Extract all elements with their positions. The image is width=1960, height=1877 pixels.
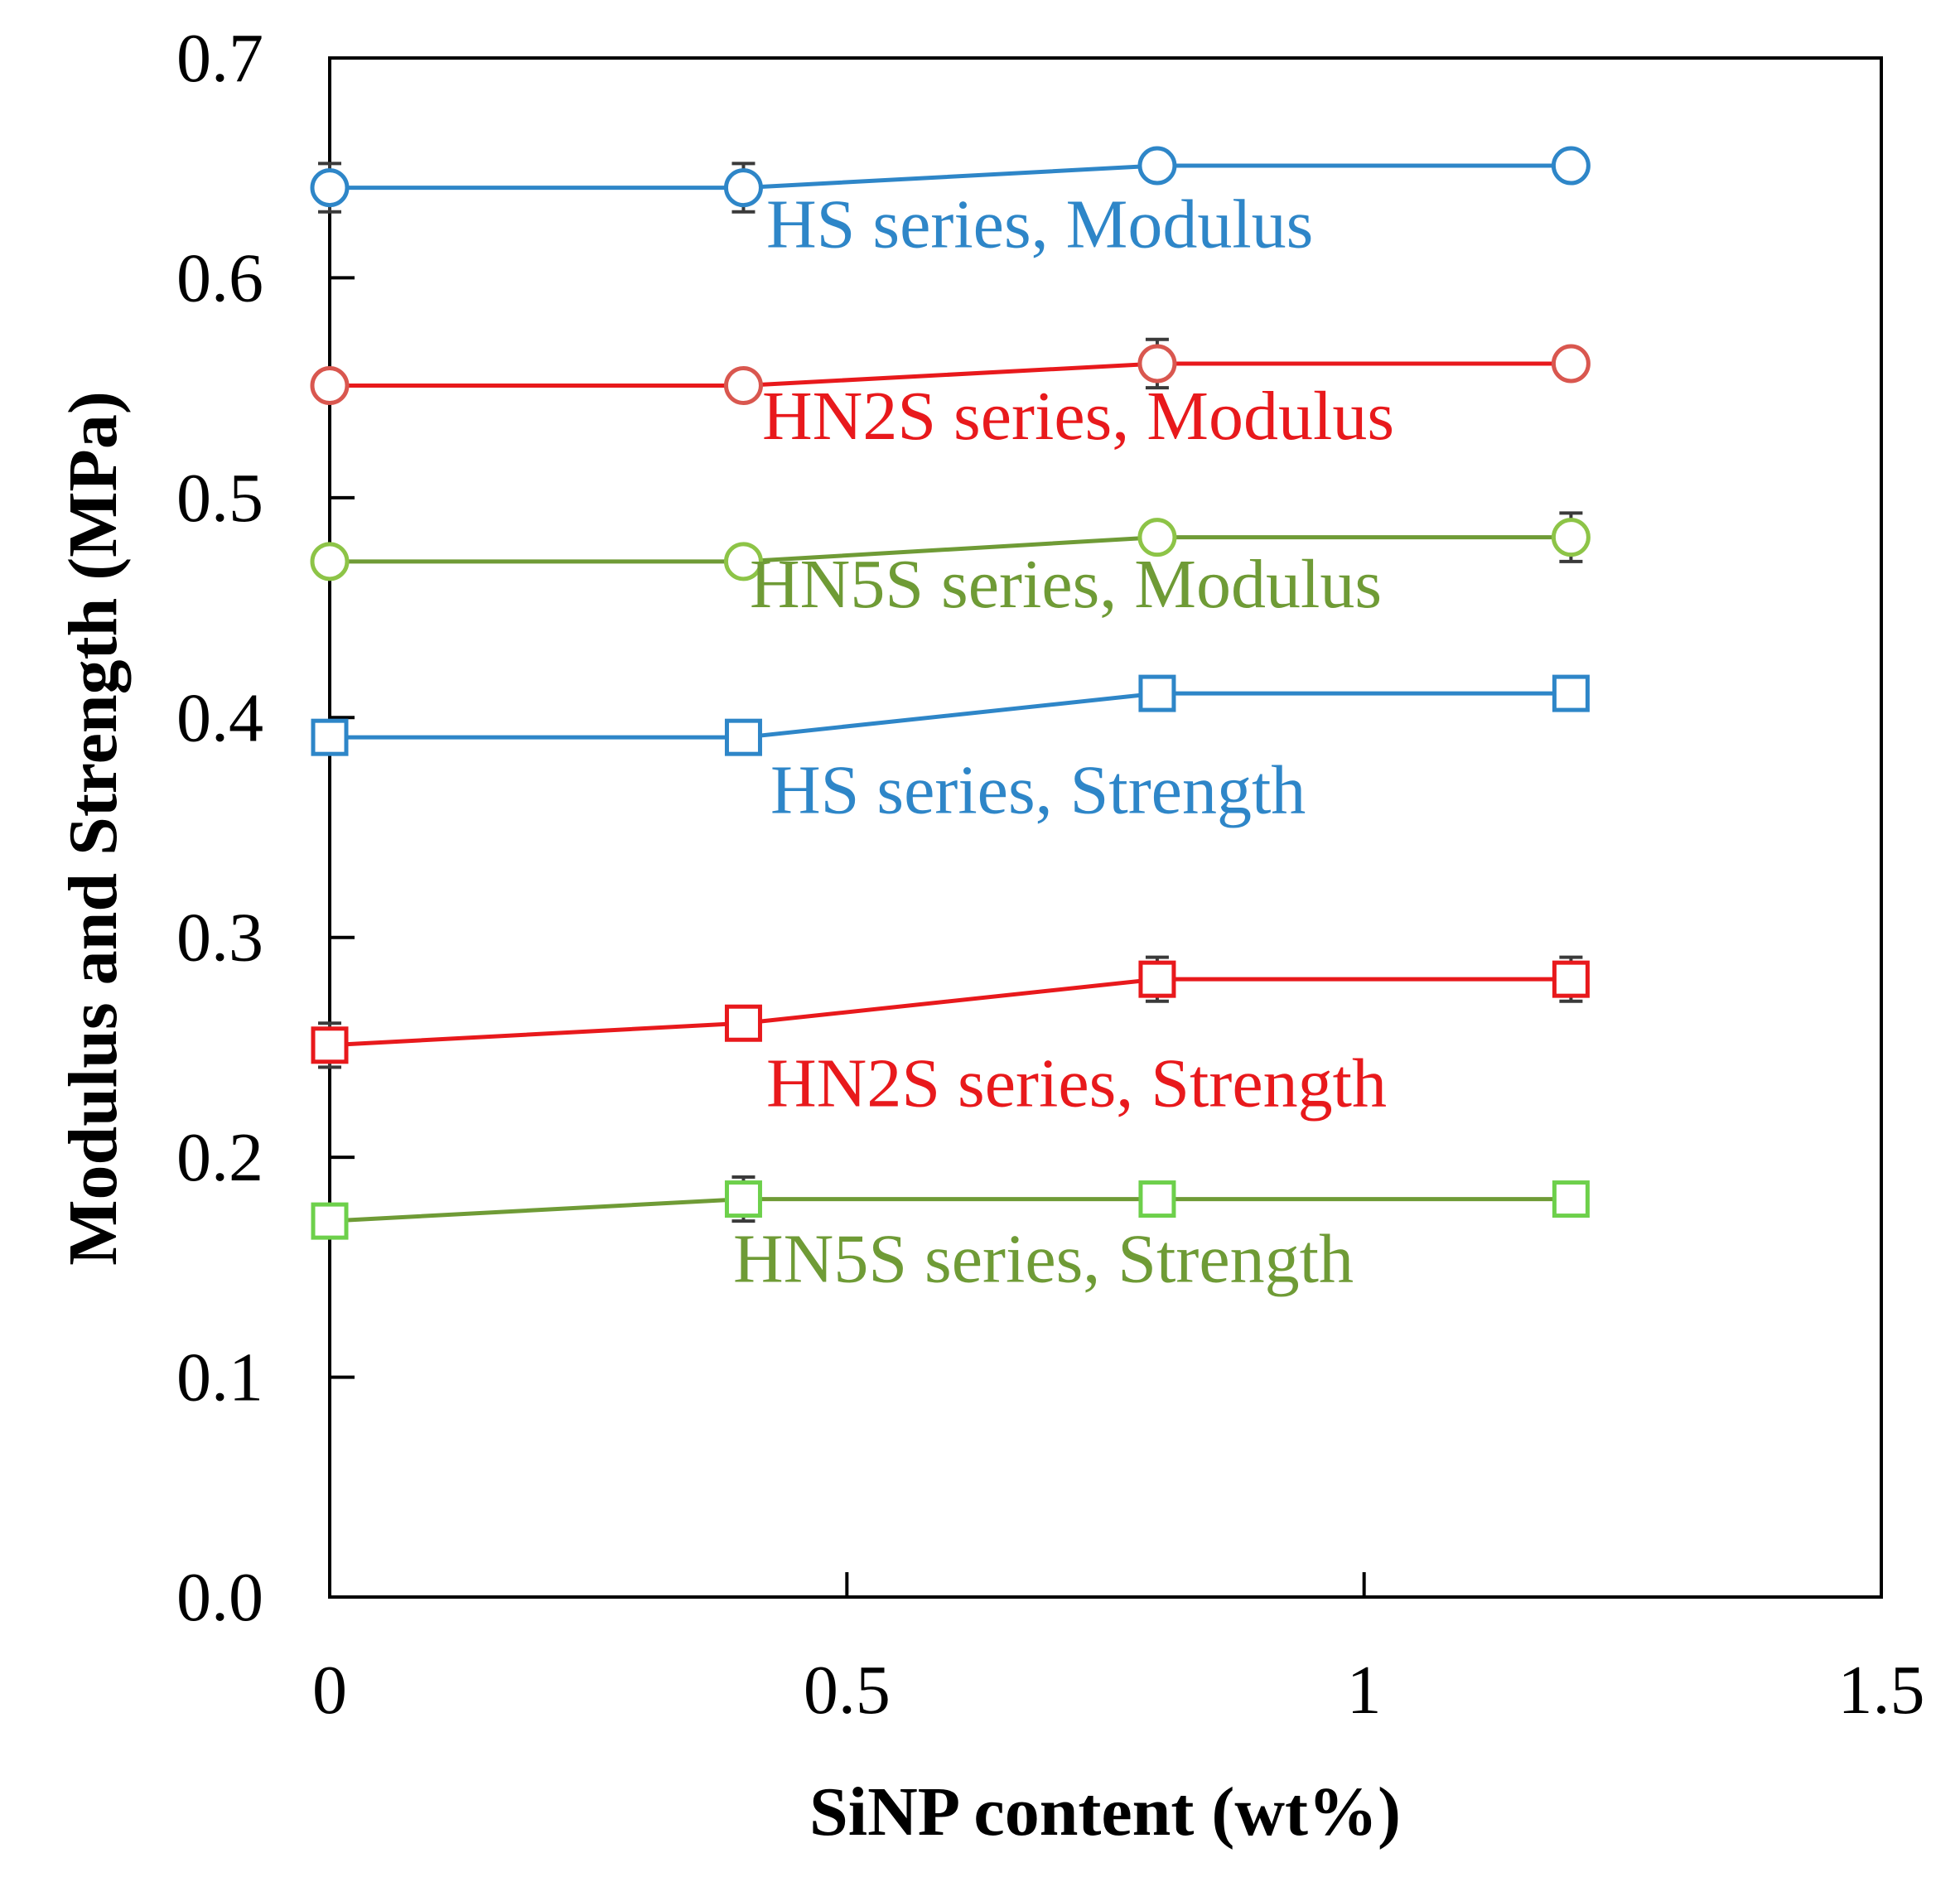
x-tick-label: 1.5 xyxy=(1838,1652,1925,1729)
series-strength-4 xyxy=(311,955,1590,1069)
series-layer xyxy=(310,146,1591,1240)
series-modulus-2 xyxy=(310,511,1591,581)
series-line xyxy=(330,535,1571,564)
x-tick-label: 0 xyxy=(312,1652,347,1729)
data-point-circle xyxy=(1551,344,1591,384)
data-point-circle xyxy=(1551,146,1591,186)
data-point-square xyxy=(1138,1180,1176,1218)
series-label: HN2S series, Modulus xyxy=(762,378,1394,455)
series-line xyxy=(329,977,1571,1048)
data-point-circle xyxy=(1137,344,1177,384)
y-tick-label: 0.3 xyxy=(176,900,263,977)
series-labels: HS series, Modulus HN2S series, Modulus HN… xyxy=(733,186,1394,1297)
series-label: HS series, Strength xyxy=(770,752,1306,829)
series-label: HN5S series, Modulus xyxy=(750,546,1382,623)
data-point-circle xyxy=(723,168,763,208)
x-tick-label: 1 xyxy=(1347,1652,1382,1729)
data-point-circle xyxy=(310,365,350,405)
series-modulus-0 xyxy=(310,146,1591,214)
y-tick-label: 0.7 xyxy=(176,20,263,97)
series-label: HN5S series, Strength xyxy=(733,1221,1354,1298)
y-tick-label: 0.6 xyxy=(176,239,263,316)
data-point-square xyxy=(724,718,762,756)
series-line xyxy=(330,361,1571,388)
data-point-circle xyxy=(1137,518,1177,557)
data-point-square xyxy=(311,1026,349,1064)
data-point-square xyxy=(1552,674,1590,712)
series-line xyxy=(330,691,1571,740)
data-point-square xyxy=(311,1202,349,1240)
data-point-circle xyxy=(1137,146,1177,186)
series-strength-5 xyxy=(311,1175,1590,1240)
x-tick-label: 0.5 xyxy=(804,1652,891,1729)
data-point-circle xyxy=(723,542,763,581)
data-point-circle xyxy=(723,365,763,405)
series-line xyxy=(329,1197,1571,1223)
y-tick-label: 0.5 xyxy=(176,460,263,537)
y-axis-title: Modulus and Strength (MPa) xyxy=(55,391,132,1266)
x-axis-title: SiNP content (wt%) xyxy=(809,1773,1401,1850)
data-point-square xyxy=(1552,960,1590,998)
series-line xyxy=(330,163,1571,191)
x-axis-tick-labels: 0 0.5 1 1.5 xyxy=(312,1652,1925,1729)
x-axis-ticks xyxy=(328,1572,1883,1597)
data-point-square xyxy=(724,1004,762,1042)
data-point-circle xyxy=(310,542,350,581)
y-axis-tick-labels: 0.0 0.1 0.2 0.3 0.4 0.5 0.6 0.7 xyxy=(176,20,263,1636)
series-label: HN2S series, Strength xyxy=(766,1045,1387,1122)
data-point-square xyxy=(1138,960,1176,998)
y-tick-label: 0.4 xyxy=(176,679,263,756)
data-point-square xyxy=(1138,674,1176,712)
data-point-square xyxy=(311,718,349,756)
data-point-square xyxy=(724,1180,762,1218)
series-label: HS series, Modulus xyxy=(766,186,1313,263)
y-axis-ticks xyxy=(330,56,355,1599)
y-tick-label: 0.2 xyxy=(176,1119,263,1196)
series-strength-3 xyxy=(311,674,1590,756)
data-point-circle xyxy=(1551,518,1591,557)
data-point-circle xyxy=(310,168,350,208)
series-modulus-1 xyxy=(310,337,1591,405)
data-point-square xyxy=(1552,1180,1590,1218)
y-tick-label: 0.0 xyxy=(176,1559,263,1636)
y-tick-label: 0.1 xyxy=(176,1339,263,1416)
plot-frame xyxy=(328,56,1883,1599)
